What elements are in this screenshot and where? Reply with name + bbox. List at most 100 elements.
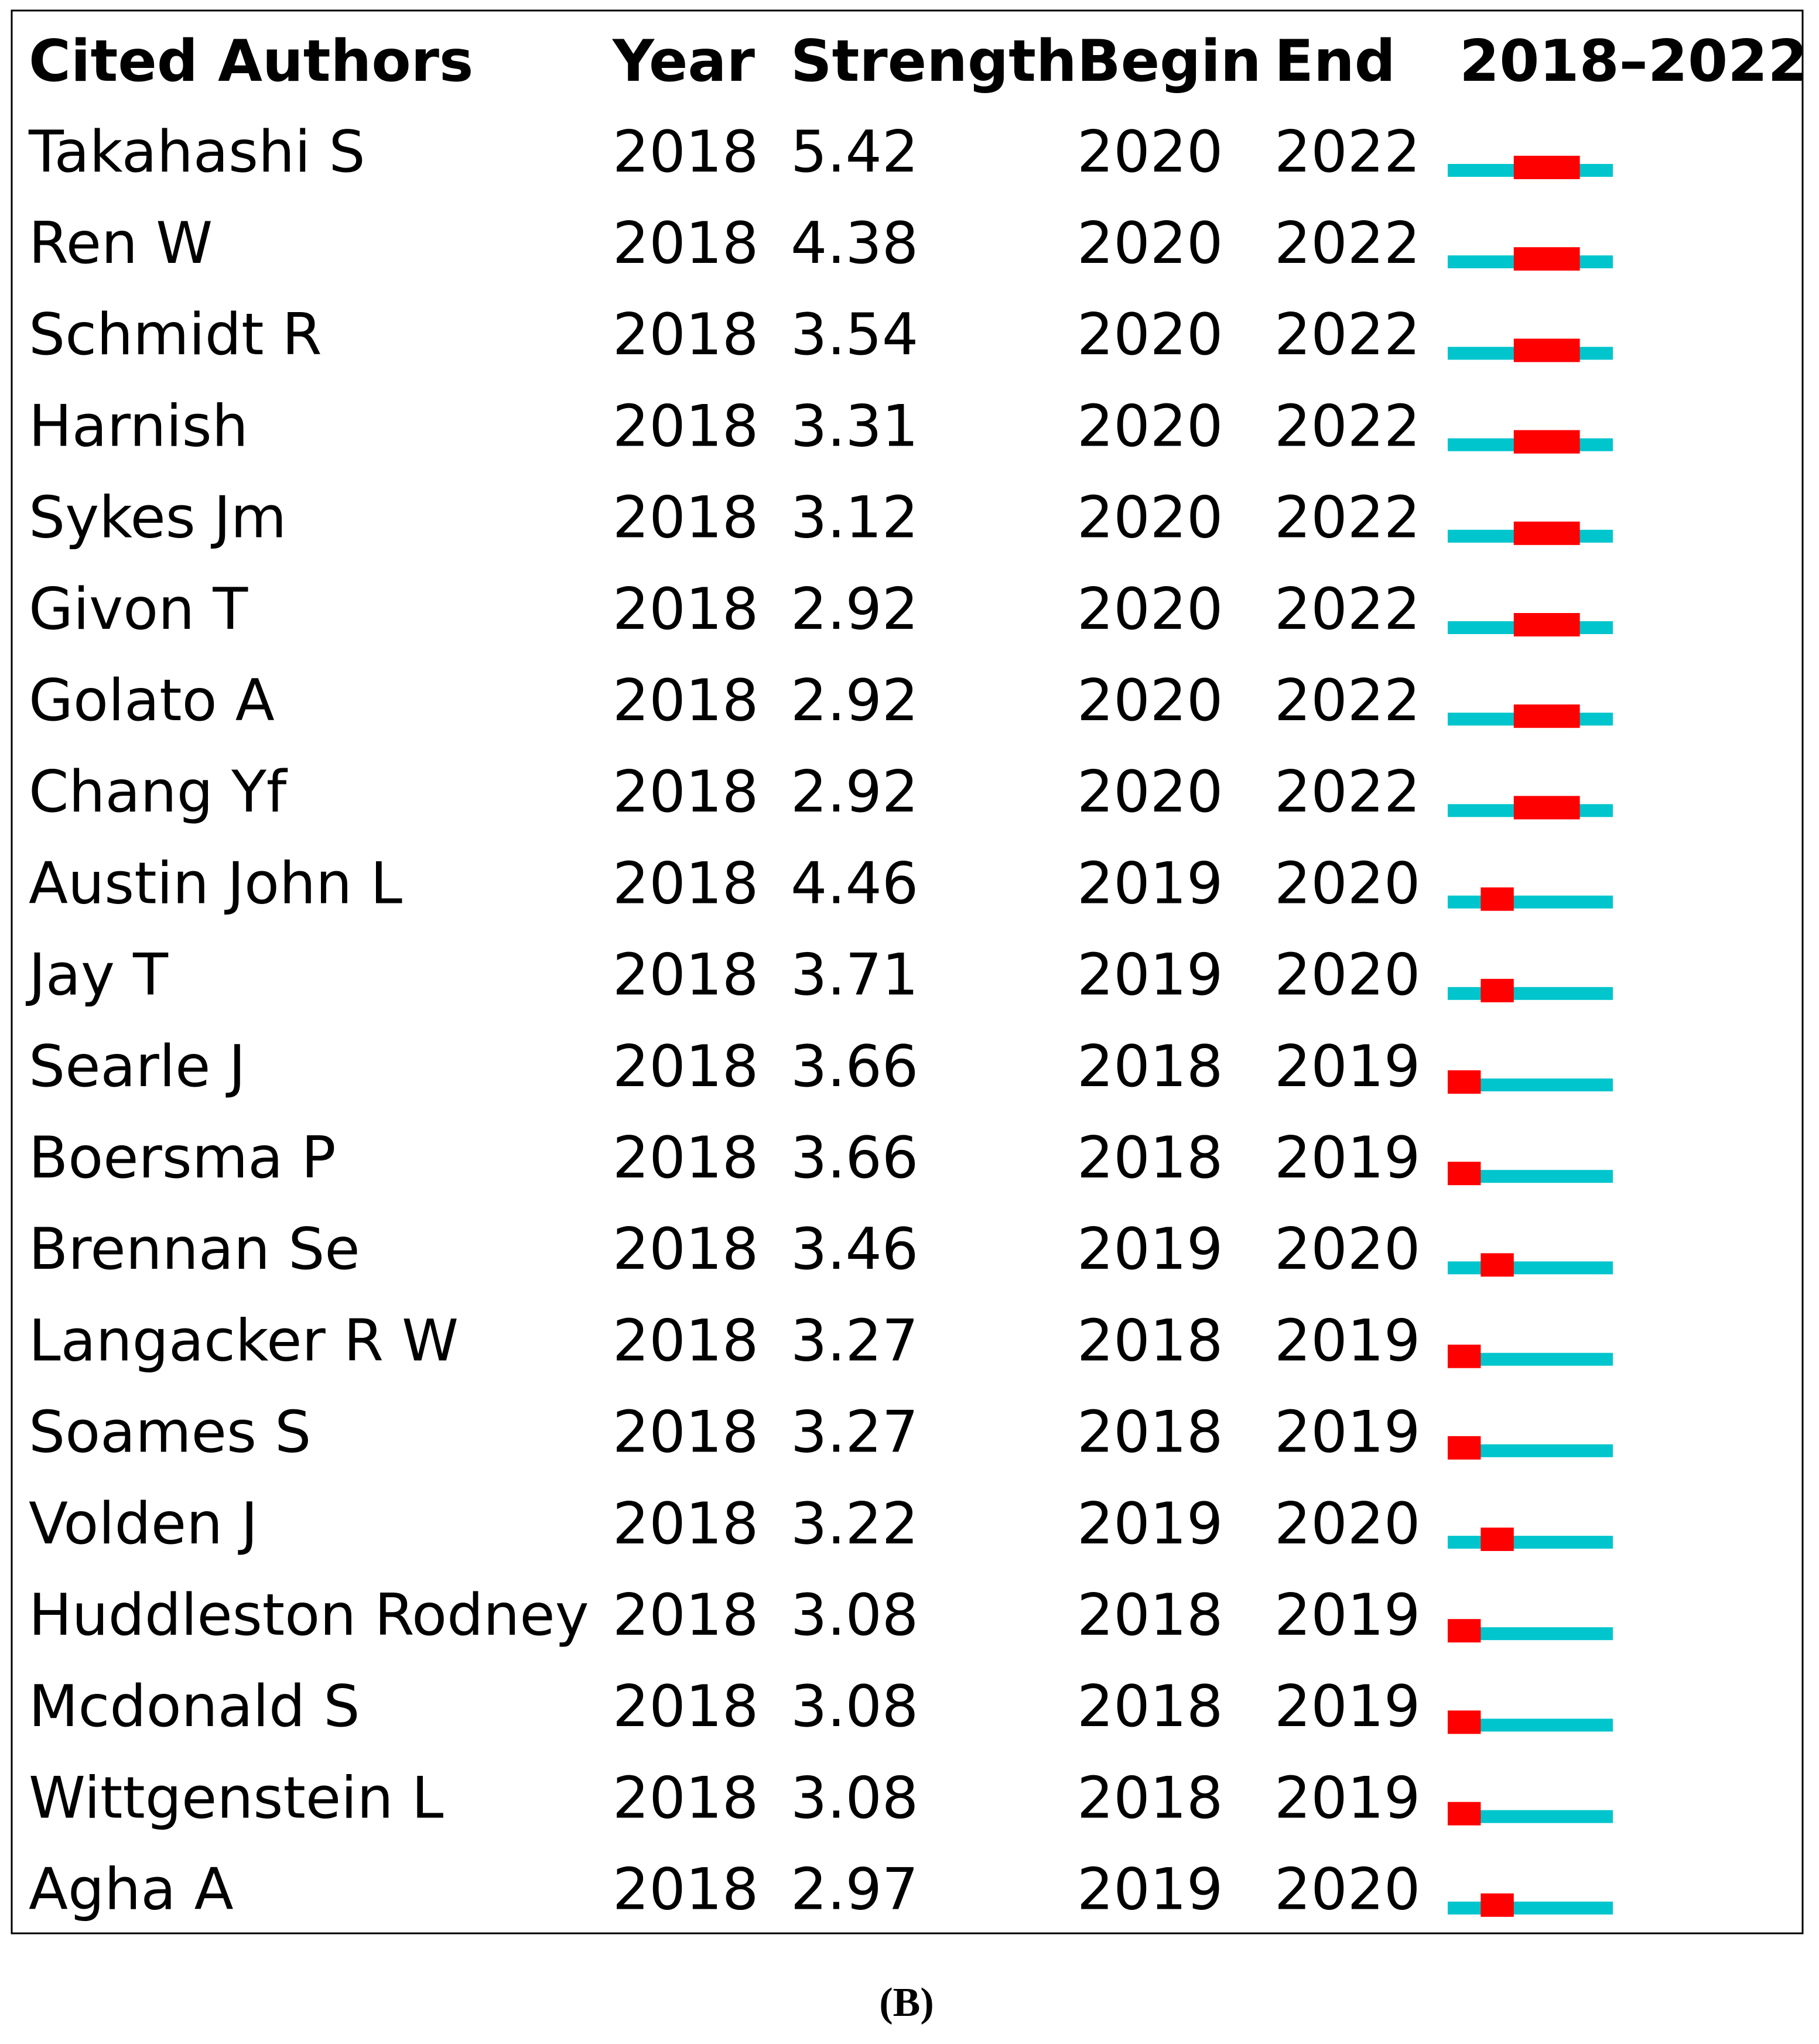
end-cell: 2019 xyxy=(1274,1125,1420,1192)
burst xyxy=(1513,338,1580,362)
begin-cell: 2018 xyxy=(1077,1125,1223,1192)
begin-cell: 2019 xyxy=(1077,942,1223,1009)
strength-cell: 3.12 xyxy=(791,485,918,552)
year-cell: 2018 xyxy=(613,1033,758,1100)
strength-cell: 4.38 xyxy=(791,210,918,277)
end-cell: 2022 xyxy=(1274,759,1420,826)
burst xyxy=(1448,1802,1481,1826)
end-cell: 2019 xyxy=(1274,1307,1420,1374)
strength-cell: 3.66 xyxy=(791,1033,918,1100)
burst xyxy=(1513,247,1580,271)
author-cell: Volden J xyxy=(29,1491,258,1557)
strength-cell: 2.92 xyxy=(791,576,918,643)
strength-cell: 3.71 xyxy=(791,942,918,1009)
year-cell: 2018 xyxy=(613,1216,758,1283)
author-cell: Harnish xyxy=(29,393,248,460)
column-header: Begin xyxy=(1077,28,1261,95)
timeline xyxy=(1448,1810,1613,1823)
strength-cell: 3.54 xyxy=(791,302,918,368)
end-cell: 2019 xyxy=(1274,1582,1420,1649)
year-cell: 2018 xyxy=(613,1765,758,1831)
end-cell: 2019 xyxy=(1274,1765,1420,1831)
year-cell: 2018 xyxy=(613,1399,758,1466)
strength-cell: 4.46 xyxy=(791,850,918,917)
author-cell: Agha A xyxy=(29,1857,234,1923)
timeline xyxy=(1448,1170,1613,1183)
year-cell: 2018 xyxy=(613,759,758,826)
strength-cell: 5.42 xyxy=(791,119,918,186)
year-cell: 2018 xyxy=(613,393,758,460)
year-cell: 2018 xyxy=(613,1491,758,1557)
begin-cell: 2018 xyxy=(1077,1307,1223,1374)
end-cell: 2022 xyxy=(1274,576,1420,643)
end-cell: 2020 xyxy=(1274,850,1420,917)
begin-cell: 2019 xyxy=(1077,1216,1223,1283)
strength-cell: 3.08 xyxy=(791,1673,918,1740)
strength-cell: 3.46 xyxy=(791,1216,918,1283)
burst xyxy=(1448,1070,1481,1094)
strength-cell: 3.31 xyxy=(791,393,918,460)
year-cell: 2018 xyxy=(613,576,758,643)
timeline xyxy=(1448,1261,1613,1275)
end-cell: 2022 xyxy=(1274,302,1420,368)
timeline xyxy=(1448,1627,1613,1641)
year-cell: 2018 xyxy=(613,485,758,552)
year-cell: 2018 xyxy=(613,850,758,917)
author-cell: Austin John L xyxy=(29,850,402,917)
year-cell: 2018 xyxy=(613,1673,758,1740)
end-cell: 2020 xyxy=(1274,1491,1420,1557)
author-cell: Huddleston Rodney xyxy=(29,1582,589,1649)
burst xyxy=(1513,796,1580,820)
author-cell: Searle J xyxy=(29,1033,245,1100)
timeline xyxy=(1448,1353,1613,1366)
burst xyxy=(1513,430,1580,454)
burst xyxy=(1448,1162,1481,1186)
year-cell: 2018 xyxy=(613,119,758,186)
column-header: Year xyxy=(612,28,755,95)
begin-cell: 2019 xyxy=(1077,1857,1223,1923)
end-cell: 2022 xyxy=(1274,667,1420,734)
begin-cell: 2018 xyxy=(1077,1673,1223,1740)
column-header: 2018–2022 xyxy=(1459,28,1808,95)
caption: (B) xyxy=(879,1980,934,2025)
year-cell: 2018 xyxy=(613,1857,758,1923)
burst xyxy=(1513,704,1580,728)
burst xyxy=(1448,1344,1481,1368)
timeline xyxy=(1448,1901,1613,1915)
strength-cell: 2.92 xyxy=(791,759,918,826)
strength-cell: 2.92 xyxy=(791,667,918,734)
begin-cell: 2020 xyxy=(1077,759,1223,826)
begin-cell: 2019 xyxy=(1077,850,1223,917)
burst xyxy=(1480,1253,1514,1277)
burst xyxy=(1448,1436,1481,1460)
begin-cell: 2018 xyxy=(1077,1033,1223,1100)
strength-cell: 3.08 xyxy=(791,1765,918,1831)
column-header: Strength xyxy=(791,28,1077,95)
begin-cell: 2020 xyxy=(1077,667,1223,734)
begin-cell: 2018 xyxy=(1077,1765,1223,1831)
begin-cell: 2018 xyxy=(1077,1399,1223,1466)
burst xyxy=(1448,1619,1481,1643)
end-cell: 2019 xyxy=(1274,1033,1420,1100)
burst xyxy=(1480,1528,1514,1551)
column-header: End xyxy=(1274,28,1396,95)
author-cell: Takahashi S xyxy=(28,119,365,186)
begin-cell: 2020 xyxy=(1077,302,1223,368)
burst xyxy=(1448,1710,1481,1734)
timeline xyxy=(1448,1536,1613,1549)
frame xyxy=(11,9,1804,1935)
timeline xyxy=(1448,987,1613,1000)
author-cell: Boersma P xyxy=(29,1125,336,1192)
author-cell: Langacker R W xyxy=(29,1307,459,1374)
begin-cell: 2020 xyxy=(1077,210,1223,277)
timeline xyxy=(1448,895,1613,909)
year-cell: 2018 xyxy=(613,210,758,277)
year-cell: 2018 xyxy=(613,302,758,368)
author-cell: Givon T xyxy=(29,576,248,643)
end-cell: 2019 xyxy=(1274,1673,1420,1740)
timeline xyxy=(1448,1079,1613,1091)
burst xyxy=(1480,887,1514,911)
year-cell: 2018 xyxy=(613,667,758,734)
